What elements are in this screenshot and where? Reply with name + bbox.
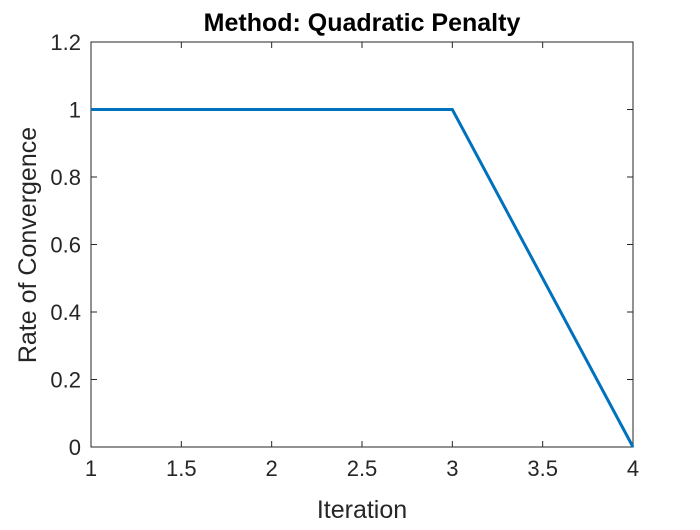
y-tick-label: 1.2 bbox=[50, 30, 81, 55]
y-tick-label: 0.8 bbox=[50, 165, 81, 190]
y-tick-label: 0.6 bbox=[50, 233, 81, 258]
chart-title: Method: Quadratic Penalty bbox=[204, 9, 521, 37]
x-tick-label: 2 bbox=[266, 456, 278, 481]
series-group bbox=[91, 108, 635, 448]
y-tick-label: 0 bbox=[69, 435, 81, 460]
series-line bbox=[91, 108, 635, 448]
x-tick-label: 3.5 bbox=[527, 456, 558, 481]
x-tick-label: 1.5 bbox=[166, 456, 197, 481]
tick-labels: 1 1.5 2 2.5 3 3.5 4 0 0.2 0.4 0.6 0.8 1 1.2 bbox=[50, 30, 639, 481]
axes-box bbox=[90, 41, 634, 448]
x-axis-label: Iteration bbox=[317, 496, 407, 524]
y-tick-label: 0.4 bbox=[50, 300, 81, 325]
x-tick-label: 2.5 bbox=[347, 456, 378, 481]
plot-area bbox=[90, 41, 634, 448]
y-tick-label: 1 bbox=[69, 98, 81, 123]
x-tick-label: 1 bbox=[85, 456, 97, 481]
y-axis-label: Rate of Convergence bbox=[14, 127, 42, 363]
x-tick-label: 3 bbox=[446, 456, 458, 481]
y-tick-label: 0.2 bbox=[50, 368, 81, 393]
x-tick-label: 4 bbox=[627, 456, 639, 481]
